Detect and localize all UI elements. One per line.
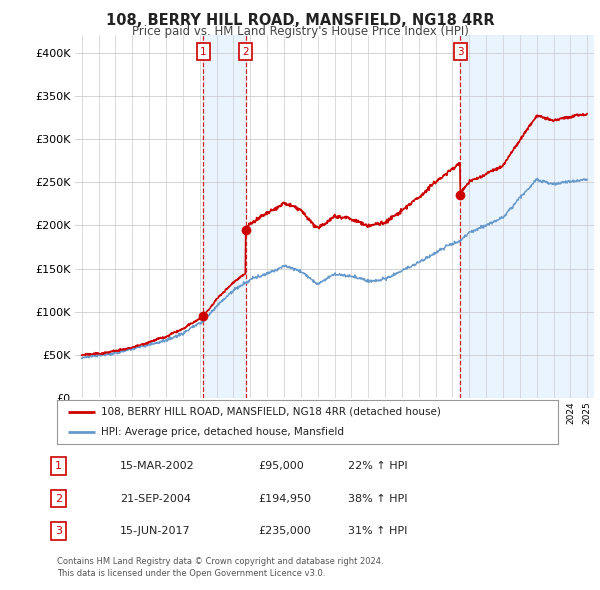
Text: £235,000: £235,000 <box>258 526 311 536</box>
Text: 1: 1 <box>200 47 206 57</box>
Text: 21-SEP-2004: 21-SEP-2004 <box>120 494 191 503</box>
Text: 31% ↑ HPI: 31% ↑ HPI <box>348 526 407 536</box>
Text: 2: 2 <box>242 47 249 57</box>
Bar <box>203 35 245 398</box>
Text: £194,950: £194,950 <box>258 494 311 503</box>
Text: 2: 2 <box>55 494 62 503</box>
Text: Contains HM Land Registry data © Crown copyright and database right 2024.: Contains HM Land Registry data © Crown c… <box>57 557 383 566</box>
Text: £95,000: £95,000 <box>258 461 304 471</box>
Text: 3: 3 <box>457 47 464 57</box>
Text: 38% ↑ HPI: 38% ↑ HPI <box>348 494 407 503</box>
Text: 1: 1 <box>55 461 62 471</box>
Text: Price paid vs. HM Land Registry's House Price Index (HPI): Price paid vs. HM Land Registry's House … <box>131 25 469 38</box>
Text: 15-MAR-2002: 15-MAR-2002 <box>120 461 195 471</box>
Text: This data is licensed under the Open Government Licence v3.0.: This data is licensed under the Open Gov… <box>57 569 325 578</box>
Text: 22% ↑ HPI: 22% ↑ HPI <box>348 461 407 471</box>
Text: 108, BERRY HILL ROAD, MANSFIELD, NG18 4RR: 108, BERRY HILL ROAD, MANSFIELD, NG18 4R… <box>106 13 494 28</box>
Text: 15-JUN-2017: 15-JUN-2017 <box>120 526 191 536</box>
Bar <box>460 35 596 398</box>
Text: HPI: Average price, detached house, Mansfield: HPI: Average price, detached house, Mans… <box>101 427 344 437</box>
Text: 108, BERRY HILL ROAD, MANSFIELD, NG18 4RR (detached house): 108, BERRY HILL ROAD, MANSFIELD, NG18 4R… <box>101 407 441 417</box>
Text: 3: 3 <box>55 526 62 536</box>
